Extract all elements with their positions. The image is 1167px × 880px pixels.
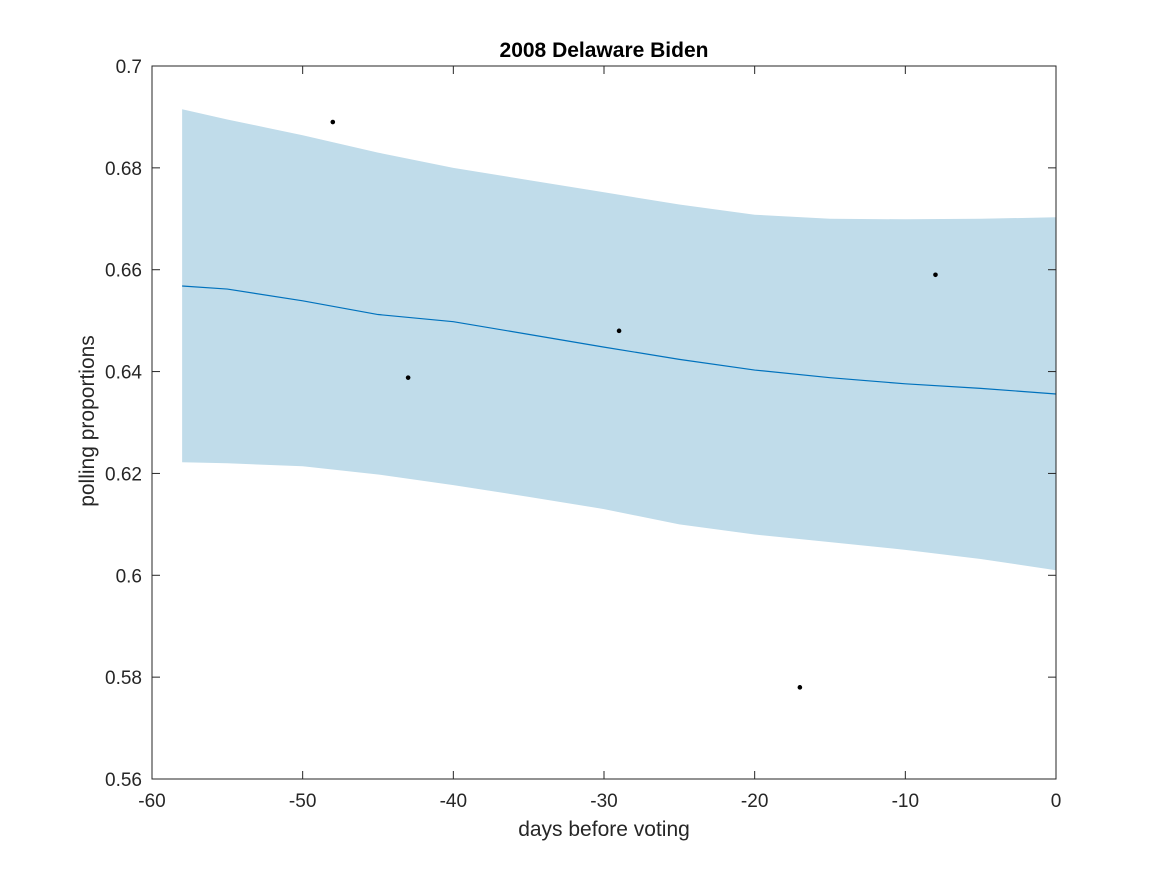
chart-title: 2008 Delaware Biden: [500, 39, 709, 62]
y-tick-label: 0.66: [105, 261, 142, 282]
poll-points-layer: [330, 119, 938, 690]
x-tick-label: -20: [741, 791, 768, 812]
confidence-band-layer: [182, 109, 1056, 571]
poll-point: [330, 119, 336, 125]
x-tick-label: -50: [289, 791, 316, 812]
x-tick-label: -60: [138, 791, 165, 812]
poll-point: [933, 272, 938, 278]
y-tick-label: 0.7: [116, 57, 142, 78]
y-tick-label: 0.62: [105, 464, 142, 485]
poll-point: [616, 328, 622, 334]
x-tick-label: -40: [440, 791, 467, 812]
y-tick-label: 0.68: [105, 159, 142, 180]
x-tick-label: -10: [892, 791, 919, 812]
y-tick-label: 0.64: [105, 363, 142, 384]
y-tick-label: 0.58: [105, 668, 142, 689]
fit-line-layer: [182, 285, 1057, 395]
x-tick-label: -30: [590, 791, 617, 812]
y-axis-label: polling proportions: [76, 335, 99, 507]
y-tick-label: 0.6: [116, 566, 142, 587]
y-tick-label: 0.56: [105, 770, 142, 791]
trend-line: [182, 285, 1057, 395]
tick-layer: -60 -50 -40 -30 -20 -10 0 0.56 0.58 0.6 0.62 0.64 0.…: [105, 57, 1061, 812]
x-axis-label: days before voting: [518, 818, 690, 841]
x-tick-label: 0: [1051, 791, 1062, 812]
poll-point: [797, 685, 803, 690]
confidence-band: [182, 109, 1056, 571]
poll-point: [405, 375, 411, 380]
